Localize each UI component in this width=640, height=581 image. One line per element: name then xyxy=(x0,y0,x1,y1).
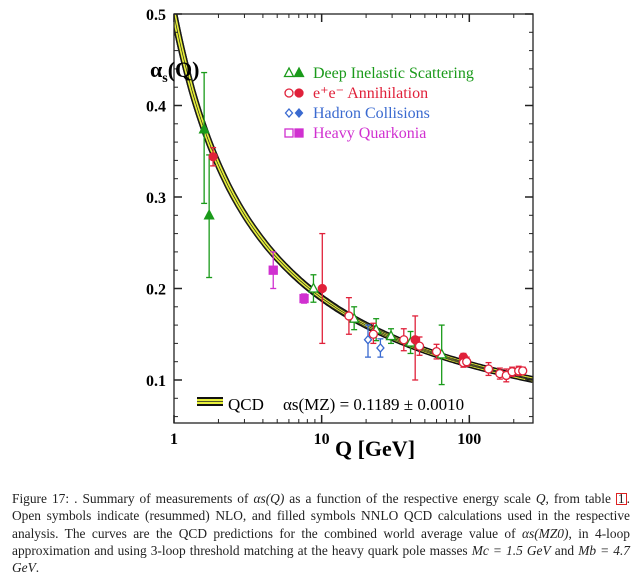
data-point-circle xyxy=(208,152,218,162)
qcd-band xyxy=(174,14,533,384)
caption-math: αs(Q) xyxy=(253,491,285,506)
caption-text: as a function of the respective energy s… xyxy=(284,491,536,506)
data-point-circle xyxy=(344,311,354,321)
legend-marker-filled xyxy=(294,88,304,98)
x-tick-label: 1 xyxy=(170,431,178,448)
legend-label: Hadron Collisions xyxy=(313,105,430,122)
table-reference-link[interactable]: 1 xyxy=(615,491,627,506)
legend-marker-filled xyxy=(293,66,305,78)
caption-math: αs(MZ0) xyxy=(521,525,569,541)
data-point-square xyxy=(299,293,309,304)
caption-text: , in 4-loop approximation and using 3-lo… xyxy=(12,525,630,558)
figure-caption: Figure 17: . Summary of measurements of … xyxy=(12,490,630,576)
x-tick-label: 10 xyxy=(314,431,330,448)
data-point-circle xyxy=(399,335,409,345)
legend-marker-open xyxy=(283,66,295,78)
legend-marker-open xyxy=(284,128,294,138)
legend-label: Deep Inelastic Scattering xyxy=(313,65,474,82)
caption-math: Mc = 1.5 GeV xyxy=(471,542,551,558)
chart: 0.1 0.2 0.3 0.4 0.5 1 10 100 αs(Q) Q [GeV] Deep In… xyxy=(146,7,534,461)
qcd-legend-label: QCD xyxy=(228,395,264,414)
data-point-circle xyxy=(518,366,528,376)
data-point-circle xyxy=(317,283,327,294)
qcd-curve-low xyxy=(174,30,533,381)
caption-text: . xyxy=(35,560,40,576)
y-axis-label: αs(Q) xyxy=(150,57,200,86)
caption-math: Q xyxy=(535,491,546,506)
data-point-diamond xyxy=(376,342,385,353)
y-tick-label: 0.4 xyxy=(146,98,166,115)
caption-text: and xyxy=(550,542,579,558)
caption-math: Mb = 4.7 GeV xyxy=(12,542,631,576)
legend-marker-open xyxy=(284,108,294,118)
qcd-legend-formula: αs(MZ) = 0.1189 ± 0.0010 xyxy=(283,395,464,414)
data-point-triangle xyxy=(307,282,320,293)
y-tick-label: 0.3 xyxy=(146,190,166,207)
x-tick-label: 100 xyxy=(457,431,481,448)
y-tick-label: 0.2 xyxy=(146,281,166,298)
legend-label: e⁺e⁻ Annihilation xyxy=(313,85,428,102)
data-point-triangle xyxy=(203,208,215,220)
data-point-triangle xyxy=(198,122,210,134)
caption-text: . Open symbols indicate (resummed) NLO, … xyxy=(12,491,630,541)
data-point-circle xyxy=(368,329,379,339)
legend-marker-filled xyxy=(294,108,304,118)
plot-frame xyxy=(173,13,534,424)
y-tick-label: 0.5 xyxy=(146,7,166,24)
data-point-circle xyxy=(483,364,494,374)
data-point-triangle xyxy=(385,329,397,341)
data-point-circle xyxy=(414,341,425,351)
y-tick-label: 0.1 xyxy=(146,373,166,390)
x-axis-label: Q [GeV] xyxy=(335,436,415,461)
caption-text: Figure 17: . Summary of measurements of xyxy=(12,491,254,506)
legend-marker-filled xyxy=(294,128,304,138)
caption-text: , from table xyxy=(545,491,616,506)
data-point-diamond xyxy=(363,334,373,345)
legend-marker-open xyxy=(284,88,294,98)
data-point-circle xyxy=(431,346,442,357)
legend-label: Heavy Quarkonia xyxy=(313,125,426,142)
data-point-circle xyxy=(462,357,472,367)
data-point-square xyxy=(268,265,278,275)
